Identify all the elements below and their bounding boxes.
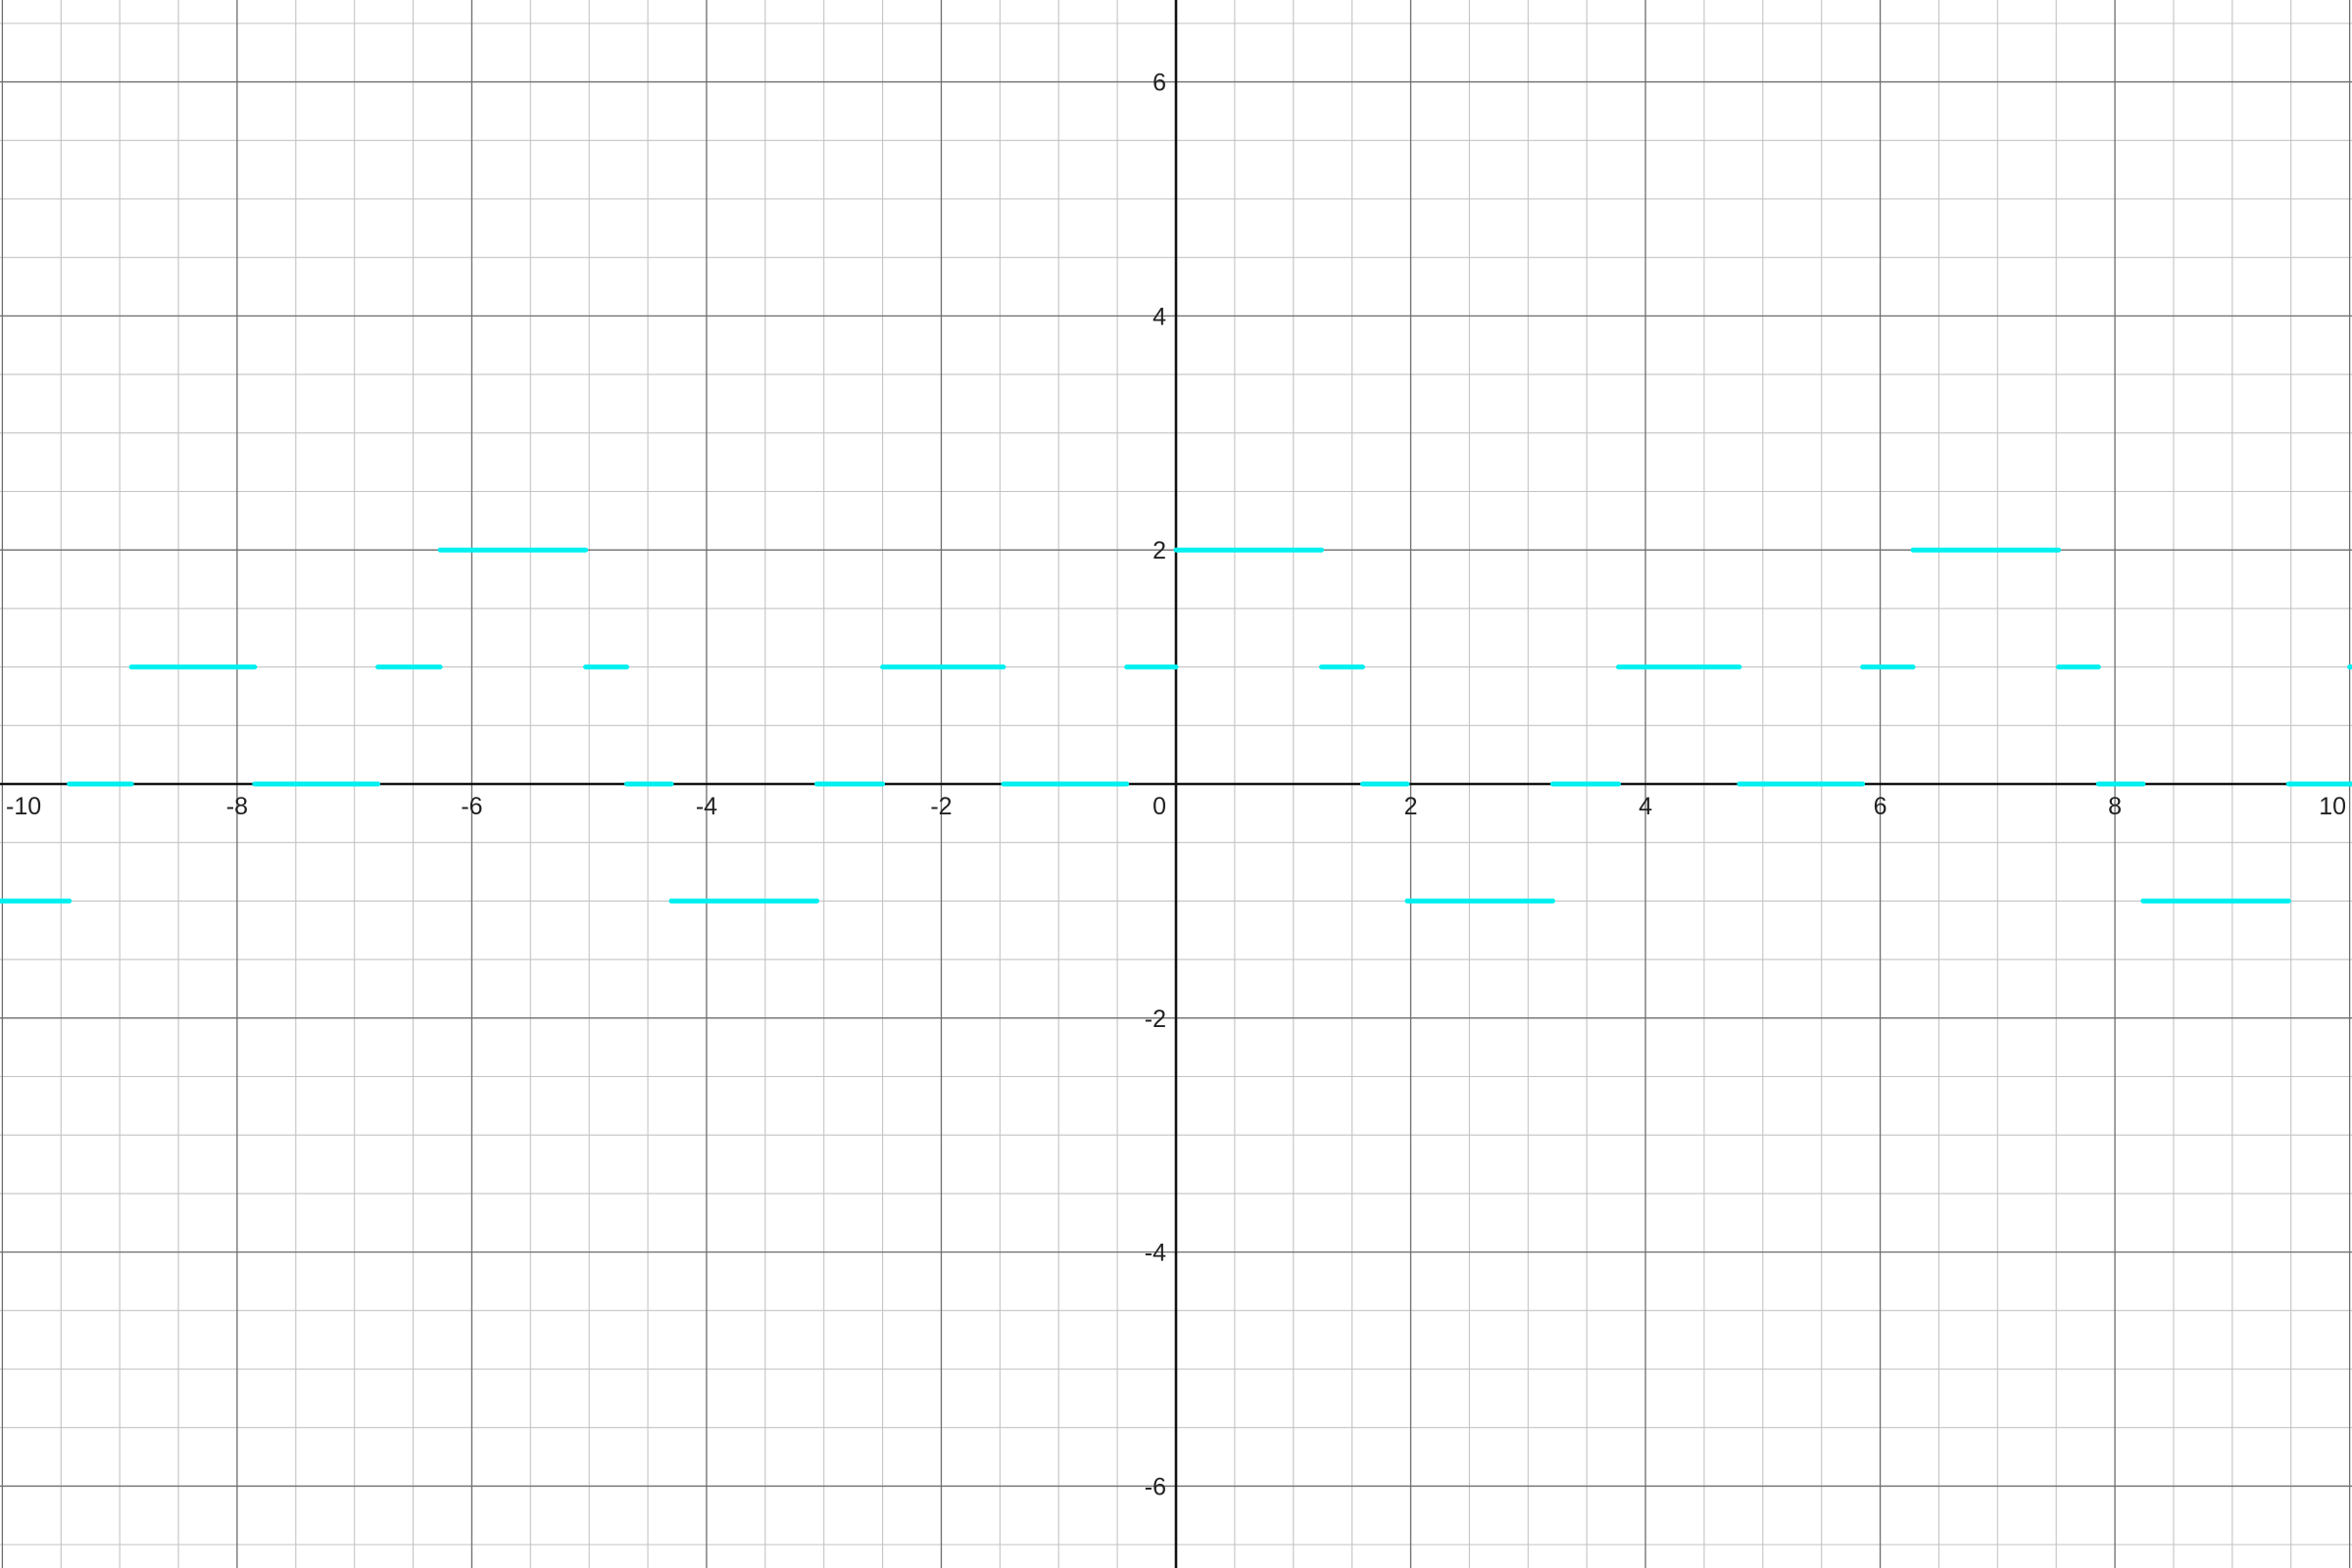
x-tick-label: -8 — [226, 793, 248, 820]
x-tick-label: -6 — [461, 793, 482, 820]
x-tick-label: 6 — [1874, 793, 1887, 820]
x-tick-label: 4 — [1639, 793, 1652, 820]
y-tick-label: -6 — [1145, 1473, 1166, 1500]
x-tick-label: 0 — [1152, 793, 1166, 820]
x-tick-label: 8 — [2108, 793, 2122, 820]
x-tick-label: -4 — [696, 793, 717, 820]
y-tick-label: -4 — [1145, 1240, 1166, 1267]
y-tick-label: 6 — [1152, 70, 1166, 97]
y-tick-label: 4 — [1152, 303, 1166, 330]
x-tick-label: 10 — [2319, 793, 2346, 820]
x-tick-label: -2 — [930, 793, 952, 820]
x-tick-label: -10 — [6, 793, 41, 820]
x-tick-label: 2 — [1404, 793, 1418, 820]
y-tick-label: -2 — [1145, 1005, 1166, 1033]
y-tick-label: 2 — [1152, 537, 1166, 564]
